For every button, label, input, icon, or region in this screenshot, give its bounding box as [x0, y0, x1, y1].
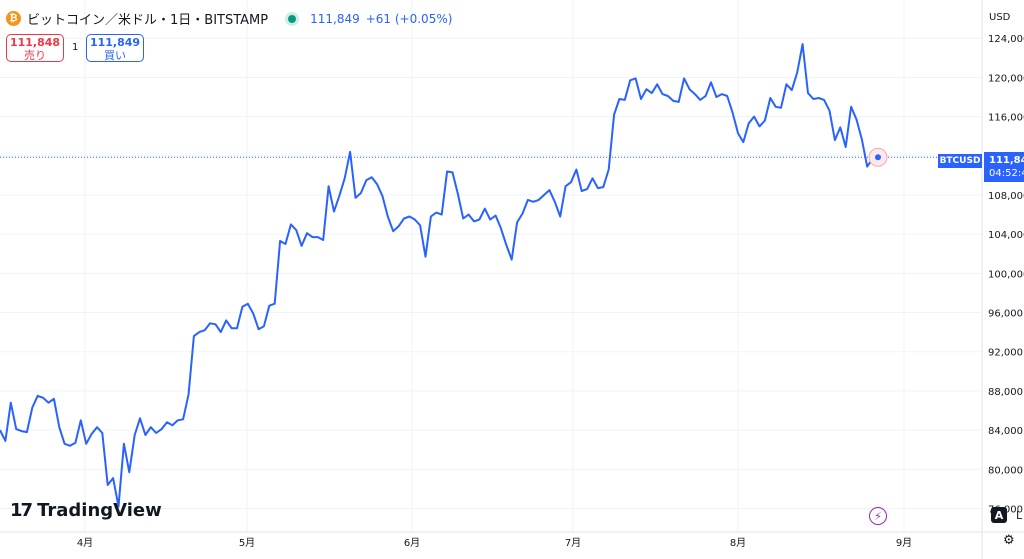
y-tick-label: 104,000: [988, 230, 1024, 241]
time-axis: 4月 5月 6月 7月 8月 9月: [77, 537, 912, 549]
y-tick-label: 92,000: [988, 348, 1023, 359]
market-open-icon: [288, 14, 297, 23]
last-price: 111,849: [310, 11, 360, 26]
price-change: +61 (+0.05%): [365, 11, 453, 26]
buy-button[interactable]: 111,849 買い: [86, 34, 144, 62]
current-price-tag: 111,849 04:52:4: [984, 152, 1024, 182]
buy-price: 111,849: [89, 36, 141, 49]
x-tick-label: 8月: [730, 537, 746, 549]
y-tick-label: 88,000: [988, 387, 1023, 398]
y-tick-label: 108,000: [988, 191, 1024, 202]
tradingview-logo: 17 TradingView: [10, 500, 162, 521]
settings-gear-icon[interactable]: ⚙: [1003, 533, 1015, 548]
y-tick-label: 100,000: [988, 269, 1024, 280]
x-tick-label: 6月: [404, 537, 420, 549]
brand-name: TradingView: [37, 500, 162, 521]
last-price-marker: [875, 154, 881, 161]
spread-value: 1: [72, 42, 79, 53]
currency-label[interactable]: USD: [989, 12, 1011, 23]
y-tick-label: 84,000: [988, 426, 1023, 437]
sell-label: 売り: [24, 49, 46, 62]
auto-scale-button[interactable]: A: [991, 507, 1007, 523]
x-tick-label: 5月: [239, 537, 255, 549]
symbol-price-tag: BTCUSD: [938, 154, 982, 168]
x-tick-label: 9月: [896, 537, 912, 549]
bar-countdown: 04:52:4: [989, 168, 1024, 179]
y-tick-label: 80,000: [988, 465, 1023, 476]
price-axis: 76,00080,00084,00088,00092,00096,000100,…: [988, 34, 1024, 515]
lightning-icon[interactable]: ⚡: [869, 507, 887, 525]
symbol-header: ₿ ビットコイン／米ドル・1日・BITSTAMP 111,849 +61 (+0…: [6, 9, 452, 28]
bitcoin-icon: ₿: [6, 11, 21, 26]
sell-price: 111,848: [9, 36, 61, 49]
log-scale-button[interactable]: L: [1016, 509, 1023, 522]
y-tick-label: 96,000: [988, 309, 1023, 320]
price-line-series: [0, 43, 879, 508]
y-tick-label: 116,000: [988, 113, 1024, 124]
x-tick-label: 7月: [565, 537, 581, 549]
symbol-title[interactable]: ビットコイン／米ドル・1日・BITSTAMP: [27, 13, 269, 28]
x-tick-label: 4月: [77, 537, 93, 549]
y-tick-label: 124,000: [988, 34, 1024, 45]
y-tick-label: 120,000: [988, 73, 1024, 84]
buy-label: 買い: [104, 49, 126, 62]
tradingview-mark-icon: 17: [10, 500, 33, 521]
sell-button[interactable]: 111,848 売り: [6, 34, 64, 62]
current-price-value: 111,849: [989, 155, 1024, 166]
